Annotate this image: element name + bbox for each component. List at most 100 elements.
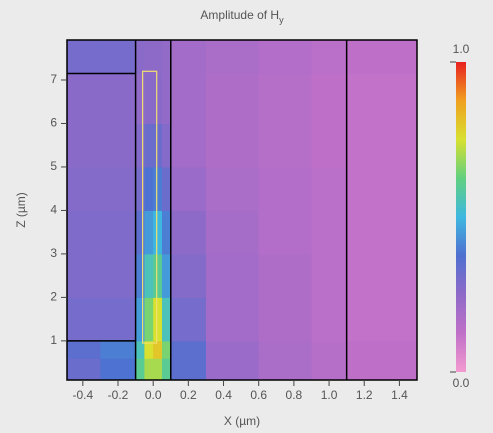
heat-cell — [135, 358, 145, 381]
heat-cell — [144, 123, 154, 168]
heat-cell — [153, 40, 163, 74]
x-tick-label: -0.2 — [108, 388, 129, 402]
heat-cell — [144, 210, 154, 255]
heat-cell — [161, 166, 172, 211]
x-tick-label: 0.0 — [145, 388, 162, 402]
heat-cell — [67, 340, 101, 359]
waveguide-outline — [142, 70, 158, 344]
heat-cell — [205, 358, 260, 381]
heat-cell — [100, 123, 137, 168]
heat-cell — [161, 297, 172, 342]
heat-cell — [346, 253, 418, 298]
y-tick-label: 2 — [50, 290, 57, 304]
heat-cell — [258, 166, 312, 211]
heat-cell — [135, 340, 145, 359]
x-tick-label: 1.2 — [356, 388, 373, 402]
heat-cell — [67, 73, 101, 124]
heat-cell — [346, 340, 418, 359]
x-tick-label: 0.6 — [250, 388, 267, 402]
heat-cell — [100, 358, 137, 381]
heat-cell — [100, 340, 137, 359]
heat-cell — [153, 297, 163, 342]
heat-cell — [153, 253, 163, 298]
heat-cell — [346, 73, 418, 124]
heat-cell — [100, 297, 137, 342]
x-tick-label: 0.8 — [286, 388, 303, 402]
heat-cell — [135, 40, 145, 74]
heat-cell — [100, 73, 137, 124]
heat-cell — [346, 166, 418, 211]
x-tick-label: 1.4 — [391, 388, 408, 402]
heat-cell — [153, 358, 163, 381]
heat-cell — [144, 340, 154, 359]
heat-cell — [170, 166, 207, 211]
x-axis-label: X (µm) — [224, 414, 260, 428]
heat-cell — [258, 358, 312, 381]
heat-cell — [135, 166, 145, 211]
heat-cell — [205, 73, 260, 124]
heat-cell — [100, 166, 137, 211]
y-tick-label: 7 — [50, 72, 57, 86]
heat-cell — [161, 73, 172, 124]
colorbar-tick-label: 0.0 — [453, 376, 470, 390]
heat-cell — [346, 210, 418, 255]
title-main: Amplitude of H — [200, 8, 279, 22]
colorbar — [456, 62, 466, 372]
x-tick-label: 0.4 — [215, 388, 232, 402]
heat-cell — [67, 40, 101, 74]
heat-cell — [161, 40, 172, 74]
heat-cell — [311, 210, 348, 255]
heat-cell — [205, 253, 260, 298]
heat-cell — [205, 340, 260, 359]
heat-cell — [311, 123, 348, 168]
heat-cell — [135, 210, 145, 255]
heat-cell — [205, 40, 260, 74]
heat-cell — [67, 253, 101, 298]
title-subscript: y — [279, 15, 284, 25]
heat-cell — [67, 123, 101, 168]
heat-cell — [258, 253, 312, 298]
y-axis-label: Z (µm) — [14, 192, 28, 228]
heat-cell — [144, 166, 154, 211]
y-tick-label: 1 — [50, 333, 57, 347]
heat-cell — [258, 340, 312, 359]
y-tick-label: 3 — [50, 246, 57, 260]
heat-cell — [153, 73, 163, 124]
heat-cell — [205, 210, 260, 255]
chart-title: Amplitude of Hy — [200, 8, 284, 25]
heat-cell — [205, 166, 260, 211]
colorbar-tick-label: 1.0 — [453, 42, 470, 56]
heat-cell — [144, 40, 154, 74]
heat-cell — [144, 297, 154, 342]
heat-cell — [258, 210, 312, 255]
heat-cell — [346, 123, 418, 168]
heat-cell — [258, 297, 312, 342]
heat-cell — [144, 253, 154, 298]
heat-cell — [205, 123, 260, 168]
heat-cell — [161, 123, 172, 168]
heat-cell — [170, 340, 207, 359]
heat-cell — [258, 123, 312, 168]
heat-cell — [258, 73, 312, 124]
x-tick-label: 1.0 — [321, 388, 338, 402]
heat-cell — [170, 73, 207, 124]
heat-cell — [170, 40, 207, 74]
heat-cell — [135, 253, 145, 298]
heat-cell — [153, 166, 163, 211]
heat-cell — [170, 210, 207, 255]
heat-cell — [67, 358, 101, 381]
heat-cell — [311, 166, 348, 211]
heat-cell — [67, 166, 101, 211]
heat-cell — [346, 297, 418, 342]
heat-cell — [161, 253, 172, 298]
heat-cell — [135, 297, 145, 342]
heat-cell — [170, 123, 207, 168]
heat-cell — [170, 297, 207, 342]
heat-cell — [311, 253, 348, 298]
heat-cell — [311, 297, 348, 342]
heat-cell — [135, 123, 145, 168]
heat-cell — [100, 253, 137, 298]
heat-cell — [311, 358, 348, 381]
heat-cell — [311, 340, 348, 359]
heat-cell — [346, 40, 418, 74]
